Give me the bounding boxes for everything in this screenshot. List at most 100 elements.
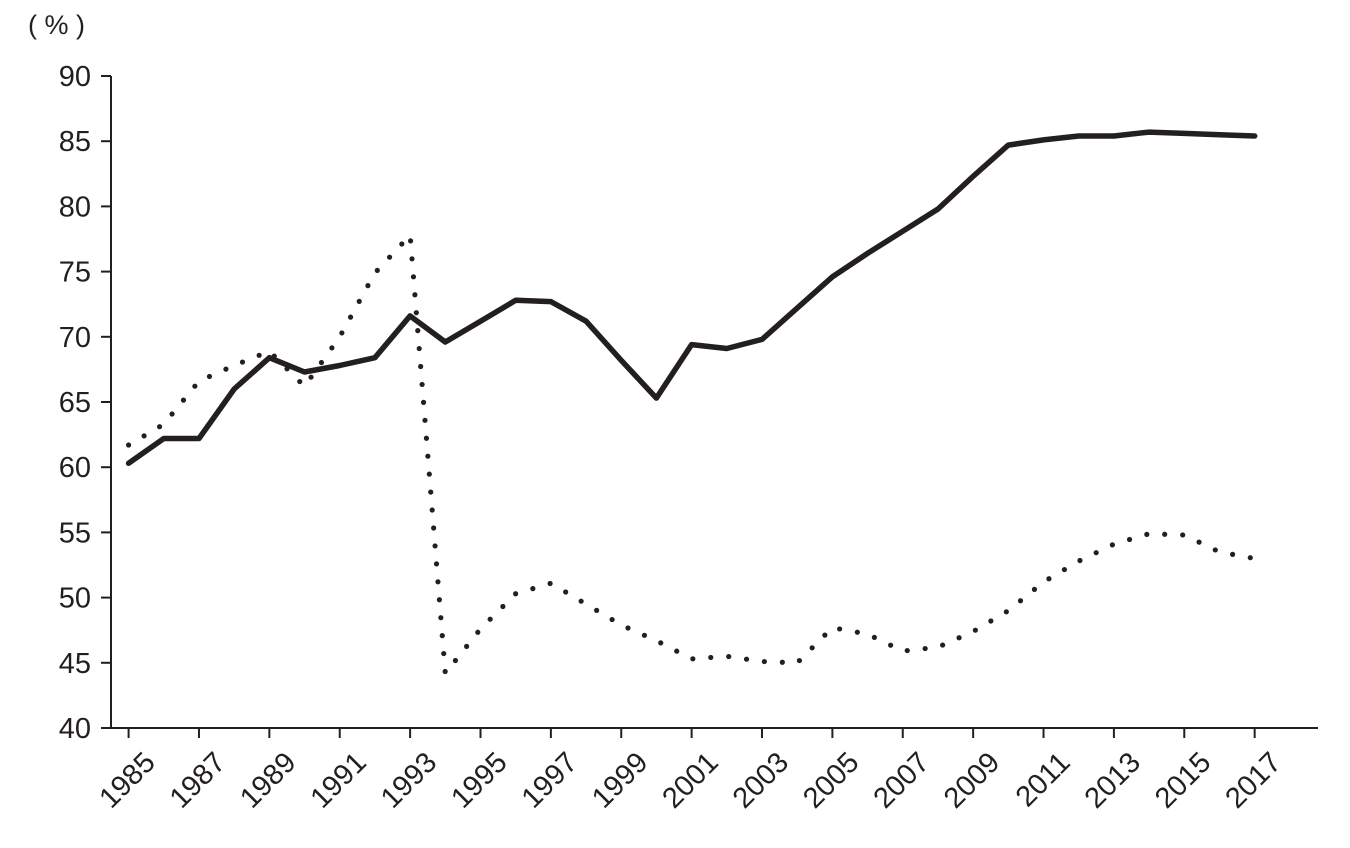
series-dotted-dot bbox=[761, 658, 767, 665]
series-dotted-dot bbox=[435, 579, 441, 585]
y-tick-label: 50 bbox=[59, 583, 91, 615]
series-dotted-dot bbox=[1126, 536, 1133, 543]
x-tick-label: 1999 bbox=[586, 746, 654, 814]
x-tick-label: 2013 bbox=[1079, 746, 1147, 814]
x-tick-label: 1989 bbox=[234, 746, 302, 814]
series-dotted-dot bbox=[464, 643, 470, 649]
x-tick-label: 1987 bbox=[164, 746, 232, 814]
series-dotted-dot bbox=[487, 616, 493, 622]
series-dotted-dot bbox=[239, 359, 246, 365]
series-dotted-dot bbox=[500, 603, 506, 610]
series-solid-line bbox=[125, 129, 1258, 467]
series-dotted-dot bbox=[1247, 555, 1253, 561]
series-dotted-dot bbox=[415, 328, 421, 334]
series-dotted-dot bbox=[436, 597, 442, 603]
y-tick-label: 65 bbox=[59, 387, 91, 419]
x-tick-label: 1997 bbox=[516, 746, 584, 814]
series-dotted-dot bbox=[690, 656, 696, 662]
series-dotted-dot bbox=[419, 381, 425, 388]
series-dotted-dot bbox=[641, 632, 648, 638]
series-dotted-dot bbox=[192, 383, 198, 389]
x-tick-label: 1991 bbox=[305, 746, 373, 814]
series-dotted-dot bbox=[452, 657, 459, 664]
series-dotted-dot bbox=[409, 256, 415, 262]
x-tick-label: 2017 bbox=[1220, 746, 1288, 814]
series-dotted-dot bbox=[779, 659, 785, 665]
series-dotted-dot bbox=[658, 640, 664, 646]
x-tick-label: 2009 bbox=[938, 746, 1006, 814]
y-tick-label: 40 bbox=[59, 713, 91, 745]
series-dotted-dot bbox=[1180, 532, 1186, 538]
series-dotted-dot bbox=[1061, 566, 1068, 573]
series-dotted-dot bbox=[399, 241, 405, 247]
x-tick-label: 1985 bbox=[93, 746, 161, 814]
series-dotted-dot bbox=[432, 543, 438, 549]
y-tick-label: 85 bbox=[59, 126, 91, 158]
series-dotted-dot bbox=[809, 645, 815, 651]
y-tick-label: 60 bbox=[59, 452, 91, 484]
series-dotted-dot bbox=[297, 378, 303, 385]
series-dotted-dot bbox=[871, 634, 878, 641]
series-dotted-dot bbox=[386, 254, 393, 260]
series-dotted-dot bbox=[256, 352, 262, 358]
series-dotted-dot bbox=[413, 310, 419, 316]
series-dotted-dot bbox=[125, 442, 132, 448]
series-dotted-dot bbox=[1196, 539, 1202, 545]
series-dotted-dot bbox=[422, 417, 428, 423]
series-dotted-dot bbox=[223, 366, 229, 372]
x-tick-label: 1993 bbox=[375, 746, 443, 814]
series-dotted-dot bbox=[854, 629, 860, 635]
x-tick-label: 2011 bbox=[1010, 746, 1077, 813]
series-dotted-dot bbox=[412, 292, 418, 298]
series-dotted-dot bbox=[308, 374, 314, 380]
series-dotted-dot bbox=[374, 267, 380, 273]
series-dotted-dot bbox=[475, 629, 481, 635]
y-tick-label: 45 bbox=[59, 648, 91, 680]
series-dotted-dot bbox=[356, 298, 362, 304]
series-dotted-dot bbox=[410, 274, 417, 280]
x-tick-label: 2015 bbox=[1149, 746, 1217, 814]
y-tick-label: 75 bbox=[59, 257, 91, 289]
y-axis: 90 85 80 75 70 65 60 55 50 45 40 bbox=[59, 61, 112, 745]
x-tick-label: 2005 bbox=[797, 746, 865, 814]
series-dotted-dot bbox=[329, 345, 335, 351]
series-dotted-dot bbox=[438, 615, 444, 621]
series-dotted-dot bbox=[416, 345, 422, 352]
x-tick-label: 1995 bbox=[445, 746, 513, 814]
x-axis: 1985 1987 1989 1991 1993 1995 1997 1999 2001 2003… bbox=[93, 727, 1318, 815]
series-dotted-dot bbox=[141, 433, 147, 439]
series-dotted-dot bbox=[837, 626, 843, 632]
series-dotted-dot bbox=[530, 586, 536, 592]
series-dotted-dot bbox=[284, 366, 290, 372]
series-dotted-dot bbox=[156, 424, 163, 430]
series-dotted-line bbox=[125, 238, 1253, 675]
series-dotted-dot bbox=[1109, 542, 1115, 548]
y-tick-label: 80 bbox=[59, 191, 91, 223]
series-dotted-dot bbox=[513, 591, 519, 597]
series-dotted-dot bbox=[339, 330, 345, 336]
series-dotted-dot bbox=[425, 453, 431, 459]
series-dotted-dot bbox=[1229, 551, 1236, 557]
series-dotted-dot bbox=[726, 653, 732, 660]
series-dotted-dot bbox=[743, 656, 750, 662]
series-dotted-dot bbox=[433, 561, 440, 567]
series-dotted-dot bbox=[347, 314, 354, 320]
series-dotted-dot bbox=[271, 353, 277, 359]
series-dotted-dot bbox=[708, 654, 714, 661]
series-dotted-dot bbox=[439, 633, 445, 639]
y-tick-label: 55 bbox=[59, 517, 91, 549]
series-dotted-dot bbox=[563, 589, 569, 595]
y-tick-label: 70 bbox=[59, 322, 91, 354]
series-dotted-dot bbox=[625, 625, 631, 631]
series-layer bbox=[125, 129, 1258, 675]
series-dotted-dot bbox=[922, 645, 928, 652]
x-tick-label: 2007 bbox=[868, 746, 936, 814]
y-unit-label: ( % ) bbox=[28, 10, 85, 40]
series-dotted-dot bbox=[822, 632, 828, 638]
series-dotted-dot bbox=[796, 657, 803, 664]
series-dotted-dot bbox=[547, 580, 553, 587]
series-dotted-dot bbox=[1046, 576, 1052, 582]
series-dotted-dot bbox=[442, 668, 448, 675]
series-dotted-dot bbox=[420, 399, 427, 405]
